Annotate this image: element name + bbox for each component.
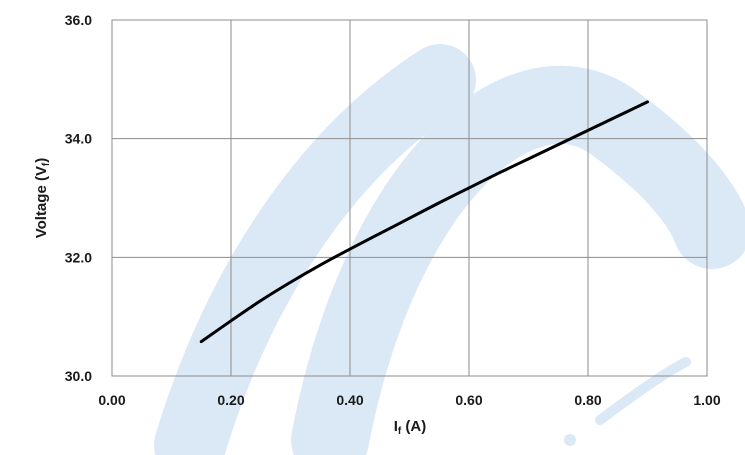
- watermark-dot: [564, 434, 576, 446]
- x-tick-label: 1.00: [693, 392, 720, 408]
- watermark-stroke-right: [291, 65, 745, 455]
- x-axis-tick-labels: 0.00 0.20 0.40 0.60 0.80 1.00: [98, 392, 720, 408]
- x-tick-label: 0.20: [217, 392, 244, 408]
- x-axis-title: If (A): [394, 418, 427, 437]
- x-tick-label: 0.40: [336, 392, 363, 408]
- y-tick-label: 30.0: [65, 368, 92, 384]
- y-tick-label: 34.0: [65, 131, 92, 147]
- y-tick-label: 36.0: [65, 12, 92, 28]
- plot-area-frame: [111, 19, 708, 377]
- watermark-stroke-left: [154, 44, 476, 455]
- y-axis-tick-labels: 30.0 32.0 34.0 36.0: [65, 12, 92, 384]
- background-watermark: [154, 44, 745, 455]
- x-tick-label: 0.80: [574, 392, 601, 408]
- y-axis-title: Voltage (Vf): [33, 158, 52, 239]
- watermark-arc-small: [595, 357, 691, 425]
- x-tick-label: 0.60: [455, 392, 482, 408]
- y-tick-label: 32.0: [65, 249, 92, 265]
- x-tick-label: 0.00: [98, 392, 125, 408]
- series-line: [199, 100, 649, 344]
